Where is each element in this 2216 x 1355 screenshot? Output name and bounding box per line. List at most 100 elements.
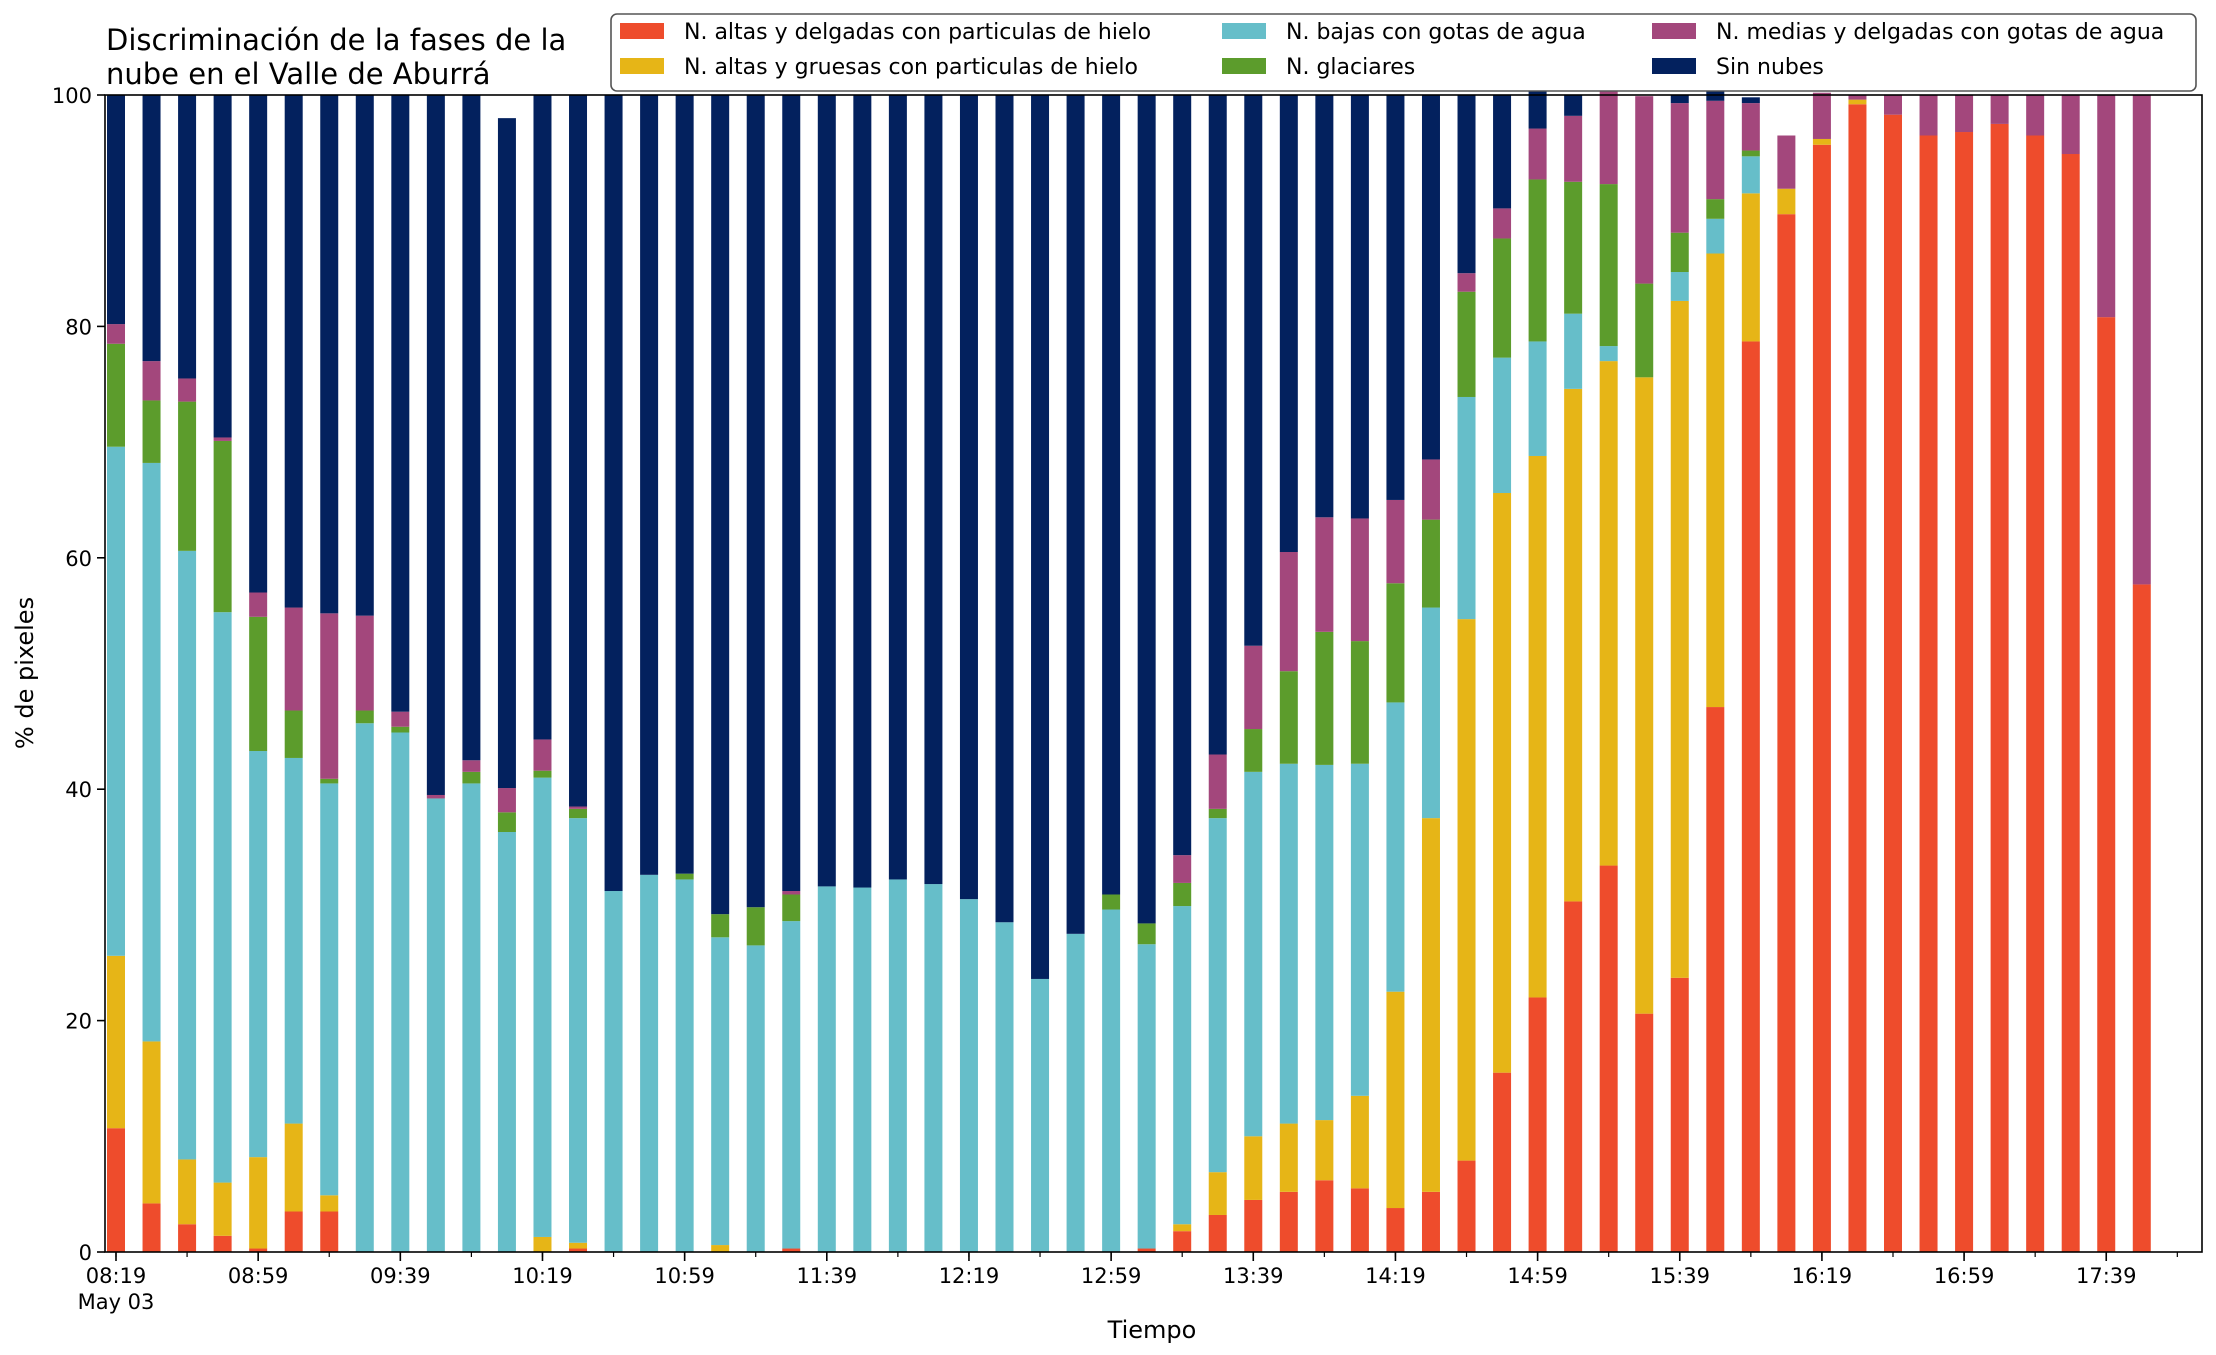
bar-segment-sin-nubes-1 <box>142 95 161 362</box>
bar-segment-n-bajas-con-gotas-de-agua-45 <box>1706 218 1725 254</box>
bar-segment-n-glaciares-17 <box>711 914 730 938</box>
bar-segment-n-medias-y-delgadas-con-gotas-de-agua-37 <box>1421 459 1440 520</box>
bar-segment-n-glaciares-33 <box>1279 671 1298 764</box>
bar-segment-n-altas-y-gruesas-con-particulas-de-hielo-13 <box>569 1242 588 1249</box>
bar-segment-n-bajas-con-gotas-de-agua-8 <box>391 732 410 1252</box>
bar-segment-n-bajas-con-gotas-de-agua-3 <box>213 612 232 1183</box>
bar-segment-sin-nubes-0 <box>107 95 125 325</box>
bar-segment-n-altas-y-gruesas-con-particulas-de-hielo-49 <box>1848 99 1867 105</box>
bar-segment-sin-nubes-17 <box>711 95 730 915</box>
bar-segment-n-altas-y-delgadas-con-particulas-de-hielo-39 <box>1493 1072 1512 1252</box>
x-tick-label: 08:19 <box>86 1264 147 1288</box>
x-tick-label: 12:59 <box>1081 1264 1142 1288</box>
bar-segment-sin-nubes-11 <box>497 118 516 789</box>
bar-segment-n-glaciares-29 <box>1137 923 1156 945</box>
bar-segment-n-altas-y-delgadas-con-particulas-de-hielo-3 <box>213 1235 232 1252</box>
legend-label-n-medias-y-delgadas-con-gotas-de-agua: N. medias y delgadas con gotas de agua <box>1716 20 2164 45</box>
chart-title-line-1: Discriminación de la fases de la <box>106 23 566 57</box>
bar-segment-n-medias-y-delgadas-con-gotas-de-agua-33 <box>1279 552 1298 672</box>
bar-segment-n-bajas-con-gotas-de-agua-44 <box>1670 272 1689 301</box>
bar-segment-sin-nubes-26 <box>1031 95 1050 979</box>
bar-segment-n-medias-y-delgadas-con-gotas-de-agua-11 <box>497 788 516 813</box>
legend-swatch-n-glaciares <box>1222 58 1266 74</box>
bar-segment-n-bajas-con-gotas-de-agua-4 <box>249 751 268 1158</box>
bar-segment-n-bajas-con-gotas-de-agua-13 <box>569 818 588 1243</box>
y-tick-label: 20 <box>65 1010 92 1034</box>
bar-segment-n-medias-y-delgadas-con-gotas-de-agua-50 <box>1884 95 1902 115</box>
bar-segment-sin-nubes-12 <box>533 95 552 740</box>
bar-segment-n-medias-y-delgadas-con-gotas-de-agua-46 <box>1741 103 1760 151</box>
bar-segment-n-glaciares-42 <box>1599 184 1618 347</box>
bar-segment-n-altas-y-delgadas-con-particulas-de-hielo-0 <box>107 1128 125 1252</box>
bar-segment-n-bajas-con-gotas-de-agua-34 <box>1315 764 1334 1121</box>
bar-segment-sin-nubes-16 <box>675 95 694 874</box>
bar-segment-n-bajas-con-gotas-de-agua-31 <box>1208 818 1227 1173</box>
bar-segment-n-glaciares-36 <box>1386 583 1405 703</box>
bar-segment-n-glaciares-0 <box>107 343 125 447</box>
bar-segment-n-altas-y-gruesas-con-particulas-de-hielo-35 <box>1350 1095 1369 1189</box>
bar-segment-n-glaciares-40 <box>1528 179 1547 342</box>
bar-segment-sin-nubes-44 <box>1670 95 1689 104</box>
bar-segment-n-altas-y-delgadas-con-particulas-de-hielo-31 <box>1208 1214 1227 1252</box>
bar-segment-sin-nubes-27 <box>1066 95 1085 934</box>
y-tick-label: 0 <box>79 1241 92 1265</box>
x-axis-label: Tiempo <box>1107 1316 1197 1344</box>
bar-segment-n-bajas-con-gotas-de-agua-36 <box>1386 702 1405 992</box>
bar-segment-n-altas-y-gruesas-con-particulas-de-hielo-48 <box>1812 138 1831 145</box>
bar-segment-n-bajas-con-gotas-de-agua-18 <box>746 945 765 1252</box>
bar-segment-sin-nubes-28 <box>1102 95 1121 895</box>
y-tick-label: 40 <box>65 778 92 802</box>
bar-segment-n-glaciares-12 <box>533 770 552 778</box>
bar-segment-n-bajas-con-gotas-de-agua-29 <box>1137 944 1156 1249</box>
legend-swatch-n-altas-y-delgadas-con-particulas-de-hielo <box>620 23 664 39</box>
bar-segment-sin-nubes-4 <box>249 95 268 593</box>
bar-segment-n-bajas-con-gotas-de-agua-38 <box>1457 396 1476 620</box>
bar-segment-n-bajas-con-gotas-de-agua-19 <box>782 921 801 1249</box>
bar-segment-sin-nubes-21 <box>853 95 872 888</box>
bar-segment-n-bajas-con-gotas-de-agua-41 <box>1564 313 1583 389</box>
bar-segment-n-bajas-con-gotas-de-agua-6 <box>320 783 339 1196</box>
bar-segment-n-medias-y-delgadas-con-gotas-de-agua-49 <box>1848 95 1867 100</box>
bar-segment-n-glaciares-38 <box>1457 291 1476 397</box>
bar-segment-n-bajas-con-gotas-de-agua-26 <box>1031 978 1050 1252</box>
bar-segment-n-altas-y-delgadas-con-particulas-de-hielo-48 <box>1812 144 1831 1252</box>
bar-segment-n-altas-y-delgadas-con-particulas-de-hielo-4 <box>249 1248 268 1252</box>
bar-segment-n-glaciares-5 <box>284 710 303 758</box>
bar-segment-n-medias-y-delgadas-con-gotas-de-agua-56 <box>2097 95 2116 318</box>
bar-segment-sin-nubes-2 <box>178 95 197 379</box>
bar-segment-n-medias-y-delgadas-con-gotas-de-agua-55 <box>2061 95 2080 155</box>
bar-segment-n-altas-y-gruesas-con-particulas-de-hielo-5 <box>284 1123 303 1212</box>
bar-segment-sin-nubes-9 <box>426 95 445 795</box>
bar-segment-n-altas-y-gruesas-con-particulas-de-hielo-41 <box>1564 388 1583 902</box>
bar-segment-n-glaciares-46 <box>1741 150 1760 157</box>
bar-segment-n-glaciares-32 <box>1244 729 1263 772</box>
bar-segment-n-altas-y-delgadas-con-particulas-de-hielo-41 <box>1564 901 1583 1252</box>
bar-segment-n-bajas-con-gotas-de-agua-28 <box>1102 909 1121 1252</box>
bar-segment-n-glaciares-37 <box>1421 519 1440 608</box>
x-tick-label: 16:19 <box>1792 1264 1853 1288</box>
x-tick-label: 09:39 <box>370 1264 431 1288</box>
bar-segment-sin-nubes-33 <box>1279 95 1298 553</box>
bar-segment-n-bajas-con-gotas-de-agua-20 <box>817 886 836 1252</box>
bar-segment-n-medias-y-delgadas-con-gotas-de-agua-40 <box>1528 128 1547 180</box>
bar-segment-n-altas-y-gruesas-con-particulas-de-hielo-3 <box>213 1182 232 1236</box>
bar-segment-n-altas-y-gruesas-con-particulas-de-hielo-43 <box>1635 377 1654 1014</box>
bar-segment-n-altas-y-gruesas-con-particulas-de-hielo-0 <box>107 955 125 1129</box>
bar-segment-n-bajas-con-gotas-de-agua-1 <box>142 462 161 1042</box>
y-axis-label: % de pixeles <box>11 597 39 749</box>
x-tick-label: 11:39 <box>797 1264 858 1288</box>
bar-segment-n-altas-y-delgadas-con-particulas-de-hielo-6 <box>320 1211 339 1252</box>
bar-segment-n-glaciares-43 <box>1635 283 1654 378</box>
bar-segment-n-glaciares-13 <box>569 808 588 819</box>
bar-segment-n-altas-y-delgadas-con-particulas-de-hielo-29 <box>1137 1248 1156 1252</box>
legend-label-n-altas-y-gruesas-con-particulas-de-hielo: N. altas y gruesas con particulas de hie… <box>684 55 1138 80</box>
bar-segment-n-glaciares-18 <box>746 907 765 946</box>
bar-segment-sin-nubes-36 <box>1386 95 1405 500</box>
x-tick-label: 14:19 <box>1365 1264 1426 1288</box>
bar-segment-n-altas-y-delgadas-con-particulas-de-hielo-35 <box>1350 1188 1369 1252</box>
bar-segment-n-altas-y-delgadas-con-particulas-de-hielo-55 <box>2061 154 2080 1252</box>
legend-swatch-n-altas-y-gruesas-con-particulas-de-hielo <box>620 58 664 74</box>
bar-segment-sin-nubes-37 <box>1421 95 1440 460</box>
bar-segment-n-medias-y-delgadas-con-gotas-de-agua-32 <box>1244 645 1263 730</box>
